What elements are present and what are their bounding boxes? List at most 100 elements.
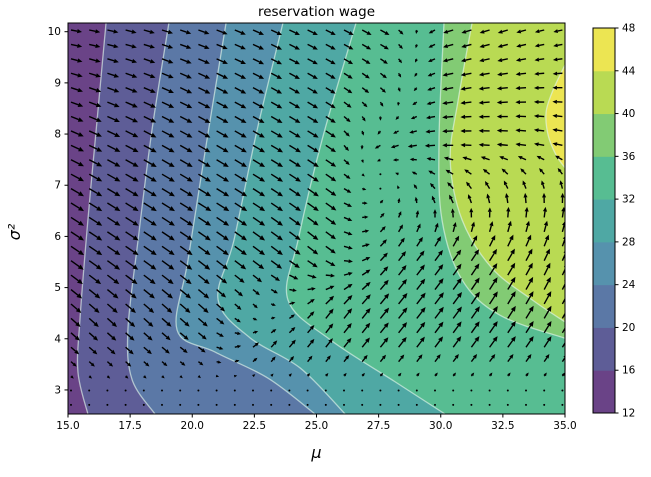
quiver-arrow-head [330,220,337,225]
quiver-arrow-head [460,72,466,77]
quiver-arrow-shaft [561,282,565,290]
quiver-arrow-shaft [161,43,169,48]
quiver-arrow-shaft [538,58,545,61]
quiver-arrow-shaft [289,188,297,195]
colorbar [593,28,615,414]
quiver-dot [70,389,72,392]
quiver-arrow-shaft [216,245,225,253]
quiver-arrow-head [74,335,80,341]
quiver-arrow-shaft [469,198,473,204]
quiver-arrow-head [312,118,319,123]
quiver-arrow-head [381,88,386,93]
quiver-arrow-head [276,60,283,65]
quiver-arrow-shaft [70,188,80,195]
quiver-arrow-shaft [270,288,275,292]
quiver-arrow-head [454,235,460,242]
quiver-arrow-head [295,133,301,138]
quiver-arrow-head [330,45,336,50]
quiver-arrow-shaft [325,173,333,180]
quiver-arrow-head [437,249,443,256]
quiver-arrow-shaft [557,29,563,32]
quiver-arrow-head [542,192,547,198]
quiver-arrow-shaft [161,231,171,238]
quiver-dot [452,389,455,392]
quiver-arrow-head [161,375,165,379]
quiver-arrow-shaft [161,361,165,365]
quiver-arrow-shaft [270,72,278,78]
quiver-arrow-head [330,60,336,65]
quiver-arrow-shaft [88,130,98,136]
quiver-arrow-shaft [198,72,206,78]
quiver-arrow-head [186,74,192,79]
quiver-arrow-head [187,206,194,212]
quiver-arrow-shaft [198,202,208,209]
quiver-arrow-head [345,355,350,360]
quiver-arrow-head [348,245,353,250]
quiver-arrow-head [131,58,138,64]
quiver-arrow-shaft [379,340,386,348]
x-tick-label: 15.0 [56,420,79,432]
quiver-arrow-head [546,320,552,327]
quiver-arrow-head [330,248,336,254]
quiver-arrow-head [415,30,419,34]
quiver-dot [233,403,236,406]
quiver-arrow-shaft [88,188,98,195]
quiver-arrow-shaft [270,58,278,63]
quiver-arrow-shaft [394,144,399,148]
quiver-arrow-head [148,307,155,313]
quiver-arrow-head [456,263,462,270]
quiver-arrow-head [168,118,175,123]
quiver-arrow-head [259,162,266,168]
quiver-arrow-shaft [252,359,256,363]
quiver-arrow-shaft [502,157,509,161]
quiver-arrow-head [132,132,139,138]
quiver-arrow-shaft [430,158,436,161]
quiver-arrow-shaft [362,244,367,247]
quiver-arrow-shaft [307,328,312,334]
quiver-arrow-head [166,321,172,327]
quiver-dot [324,403,327,406]
quiver-arrow-head [186,89,193,94]
quiver-arrow-head [241,220,248,226]
quiver-arrow-shaft [216,58,224,63]
quiver-arrow-head [222,249,229,256]
colorbar-band [593,156,615,200]
quiver-arrow-shaft [507,357,512,363]
quiver-arrow-shaft [179,245,189,253]
quiver-arrow-head [255,291,260,296]
quiver-arrow-head [168,235,175,241]
quiver-arrow-shaft [470,281,478,290]
quiver-arrow-shaft [343,326,350,334]
quiver-arrow-head [524,206,529,212]
quiver-arrow-head [515,100,521,105]
contour-line-24 [175,23,316,414]
quiver-arrow-head [312,249,319,255]
quiver-arrow-head [347,217,353,222]
quiver-arrow-head [150,176,157,182]
quiver-arrow-shaft [143,216,153,224]
quiver-arrow-shaft [361,311,368,319]
quiver-arrow-head [545,262,551,269]
quiver-arrow-head [399,224,403,229]
band-40 [450,23,565,322]
quiver-arrow-head [166,307,173,313]
quiver-arrow-head [276,263,283,269]
quiver-arrow-shaft [88,245,99,253]
quiver-arrow-shaft [234,231,243,238]
quiver-arrow-head [401,336,407,343]
quiver-arrow-head [205,191,212,197]
quiver-arrow-head [313,147,319,153]
quiver-arrow-head [533,142,539,147]
quiver-dot [215,389,218,392]
quiver-arrow-head [363,354,368,360]
quiver-arrow-head [474,291,480,298]
quiver-arrow-shaft [416,310,423,319]
quiver-arrow-head [438,321,444,328]
quiver-arrow-head [541,180,545,185]
quiver-arrow-head [132,103,138,108]
quiver-arrow-head [442,72,448,77]
colorbar-tick-label: 28 [622,236,635,248]
quiver-arrow-head [348,272,353,276]
quiver-arrow-head [181,362,186,366]
